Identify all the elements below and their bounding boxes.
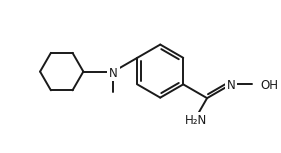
Text: OH: OH <box>260 79 278 92</box>
Text: N: N <box>226 79 235 92</box>
Text: N: N <box>109 67 118 80</box>
Text: H₂N: H₂N <box>185 114 207 127</box>
